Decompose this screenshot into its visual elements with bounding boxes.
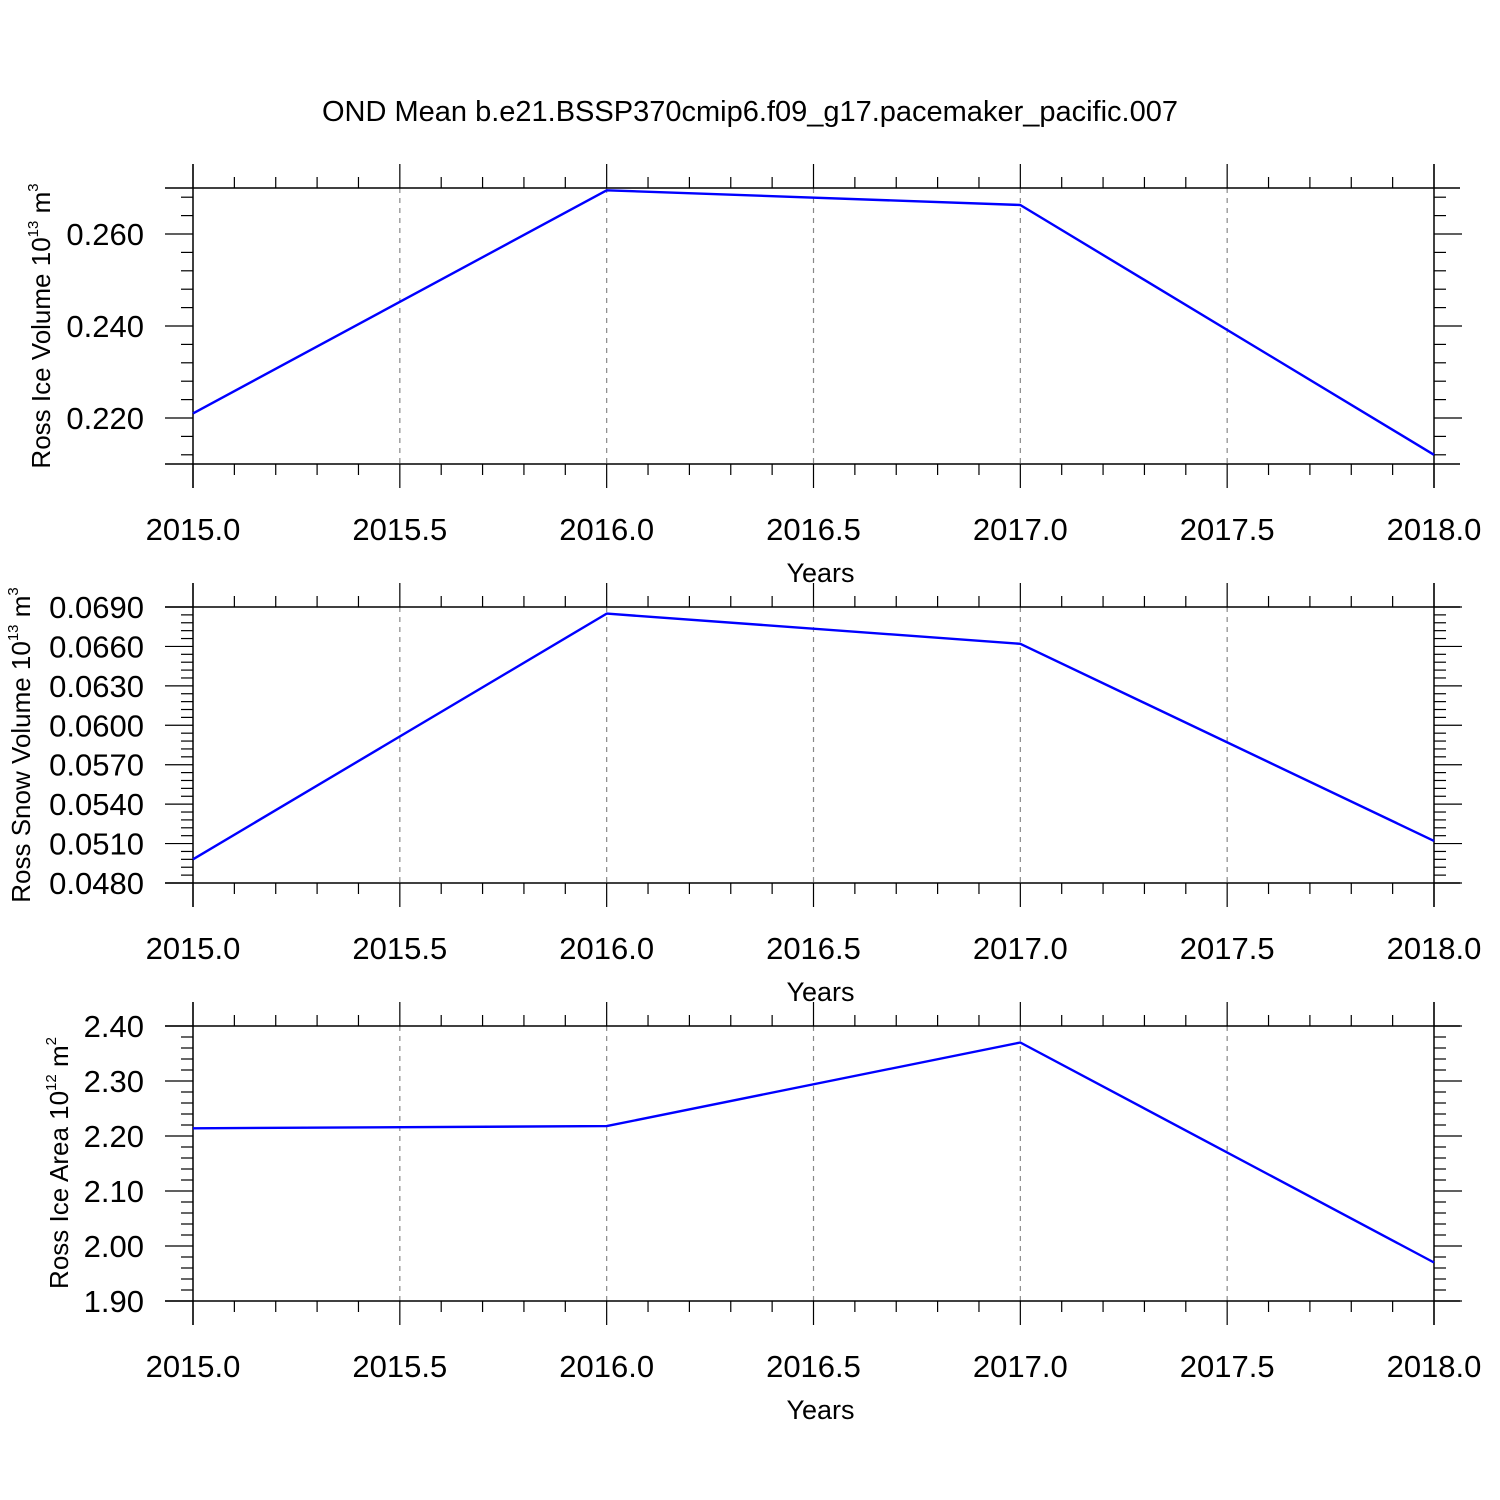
y-tick-label: 0.0630 (49, 669, 144, 704)
x-tick-label: 2015.0 (146, 931, 241, 966)
y-tick-label: 0.220 (66, 401, 144, 436)
x-tick-label: 2016.0 (559, 1349, 654, 1384)
chart-title: OND Mean b.e21.BSSP370cmip6.f09_g17.pace… (321, 96, 1178, 128)
x-tick-label: 2018.0 (1387, 512, 1482, 547)
y-tick-label: 0.0540 (49, 787, 144, 822)
x-axis-label: Years (786, 977, 854, 1007)
x-tick-label: 2015.0 (146, 1349, 241, 1384)
y-tick-label: 2.40 (84, 1009, 144, 1044)
x-tick-label: 2018.0 (1387, 931, 1482, 966)
y-tick-label: 2.30 (84, 1064, 144, 1099)
series-line-1 (192, 189, 1435, 456)
x-tick-label: 2017.5 (1180, 512, 1275, 547)
x-axis-label: Years (786, 1395, 854, 1425)
y-tick-label: 1.90 (84, 1284, 144, 1319)
x-tick-label: 2017.5 (1180, 931, 1275, 966)
y-tick-label: 2.20 (84, 1119, 144, 1154)
y-tick-label: 0.0690 (49, 590, 144, 625)
y-tick-label: 0.0510 (49, 827, 144, 862)
series-line-1 (192, 612, 1435, 861)
y-axis-label: Ross Ice Area 1012 m2 (43, 1037, 74, 1289)
y-axis-label: Ross Snow Volume 1013 m3 (5, 587, 36, 903)
chart-panel-2: 2015.0 2015.5 2016.0 2016.5 2017.0 2017.5 2018… (5, 583, 1481, 1007)
series-line-1 (192, 1041, 1435, 1264)
x-tick-label: 2016.5 (766, 1349, 861, 1384)
chart-panel-3: 2015.0 2015.5 2016.0 2016.5 2017.0 2017.5 2018… (43, 1002, 1481, 1425)
x-tick-label: 2016.5 (766, 512, 861, 547)
x-tick-label: 2015.5 (352, 1349, 447, 1384)
y-tick-label: 0.0660 (49, 629, 144, 664)
y-axis-label: Ross Ice Volume 1013 m3 (25, 183, 56, 468)
x-tick-label: 2015.5 (352, 931, 447, 966)
x-tick-label: 2015.0 (146, 512, 241, 547)
y-tick-label: 0.260 (66, 217, 144, 252)
x-tick-label: 2017.0 (973, 512, 1068, 547)
x-tick-label: 2016.0 (559, 512, 654, 547)
x-tick-label: 2017.0 (973, 931, 1068, 966)
x-tick-label: 2016.5 (766, 931, 861, 966)
x-axis-label: Years (786, 558, 854, 588)
x-tick-label: 2018.0 (1387, 1349, 1482, 1384)
x-tick-label: 2015.5 (352, 512, 447, 547)
x-tick-label: 2016.0 (559, 931, 654, 966)
y-tick-label: 0.0570 (49, 748, 144, 783)
y-tick-label: 2.00 (84, 1229, 144, 1264)
y-tick-label: 0.0480 (49, 866, 144, 901)
y-tick-label: 0.0600 (49, 708, 144, 743)
y-tick-label: 0.240 (66, 309, 144, 344)
x-tick-label: 2017.5 (1180, 1349, 1275, 1384)
y-tick-label: 2.10 (84, 1174, 144, 1209)
x-tick-label: 2017.0 (973, 1349, 1068, 1384)
chart-panel-1: 2015.0 2015.5 2016.0 2016.5 2017.0 2017.5 2018… (25, 164, 1481, 588)
